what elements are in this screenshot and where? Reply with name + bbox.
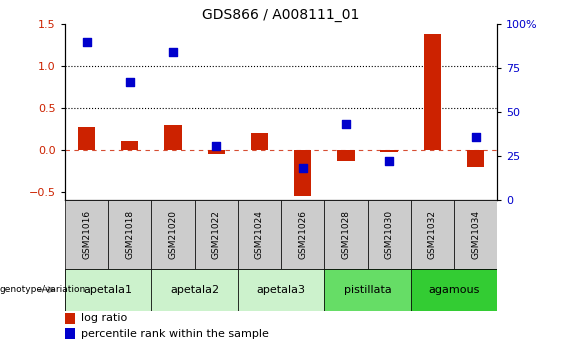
- Text: GSM21020: GSM21020: [168, 210, 177, 259]
- Bar: [121, 141, 138, 150]
- Bar: [411, 269, 497, 310]
- Text: apetala1: apetala1: [84, 285, 133, 295]
- Bar: [251, 133, 268, 150]
- Point: [212, 143, 221, 148]
- Bar: [467, 150, 484, 167]
- Bar: [78, 127, 95, 150]
- Bar: [151, 200, 194, 269]
- Text: pistillata: pistillata: [344, 285, 392, 295]
- Bar: [238, 269, 324, 310]
- Bar: [411, 200, 454, 269]
- Text: GSM21022: GSM21022: [212, 210, 221, 259]
- Bar: [65, 313, 75, 324]
- Text: GSM21016: GSM21016: [82, 210, 91, 259]
- Bar: [454, 200, 497, 269]
- Bar: [65, 328, 75, 339]
- Point: [82, 39, 91, 45]
- Bar: [65, 269, 151, 310]
- Bar: [324, 269, 411, 310]
- Point: [255, 11, 264, 16]
- Text: GSM21030: GSM21030: [385, 210, 394, 259]
- Bar: [164, 125, 182, 150]
- Text: GSM21018: GSM21018: [125, 210, 134, 259]
- Bar: [380, 150, 398, 151]
- Text: apetala2: apetala2: [170, 285, 219, 295]
- Point: [341, 122, 350, 127]
- Bar: [151, 269, 238, 310]
- Bar: [194, 200, 238, 269]
- Bar: [337, 150, 355, 161]
- Text: GSM21032: GSM21032: [428, 210, 437, 259]
- Bar: [65, 200, 108, 269]
- Text: genotype/variation: genotype/variation: [0, 285, 86, 294]
- Point: [168, 50, 177, 55]
- Text: GSM21026: GSM21026: [298, 210, 307, 259]
- Bar: [424, 34, 441, 150]
- Text: GSM21034: GSM21034: [471, 210, 480, 259]
- Text: log ratio: log ratio: [81, 313, 127, 323]
- Text: agamous: agamous: [428, 285, 480, 295]
- Bar: [238, 200, 281, 269]
- Point: [471, 134, 480, 139]
- Bar: [108, 200, 151, 269]
- Point: [125, 79, 134, 85]
- Bar: [324, 200, 368, 269]
- Text: GSM21028: GSM21028: [341, 210, 350, 259]
- Text: apetala3: apetala3: [257, 285, 306, 295]
- Bar: [367, 200, 411, 269]
- Bar: [294, 150, 311, 196]
- Text: percentile rank within the sample: percentile rank within the sample: [81, 329, 268, 339]
- Bar: [207, 150, 225, 154]
- Bar: [281, 200, 324, 269]
- Title: GDS866 / A008111_01: GDS866 / A008111_01: [202, 8, 360, 22]
- Point: [298, 166, 307, 171]
- Point: [385, 159, 394, 164]
- Text: GSM21024: GSM21024: [255, 210, 264, 259]
